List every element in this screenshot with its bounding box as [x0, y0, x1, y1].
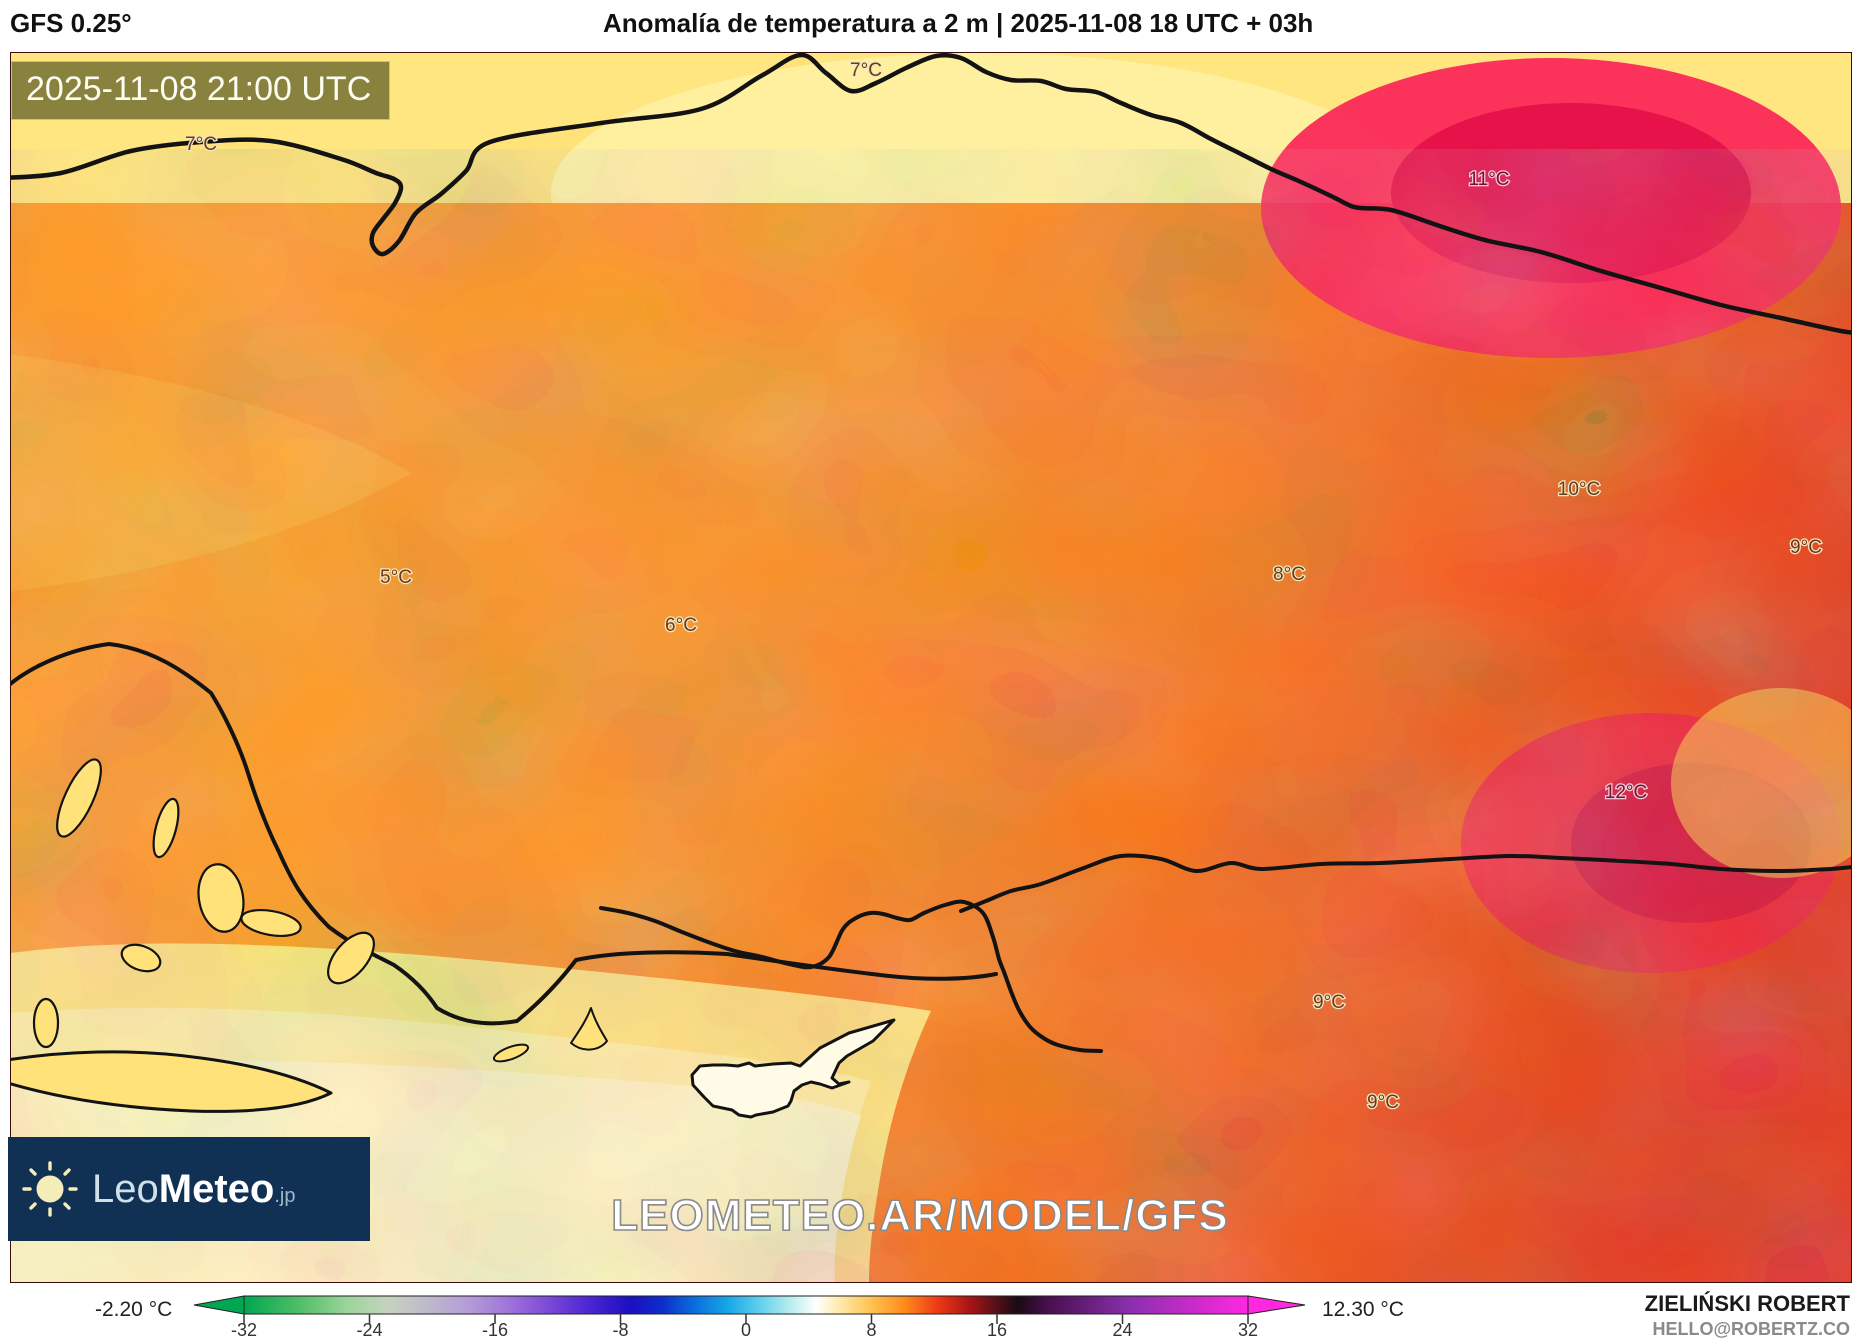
svg-text:12°C: 12°C	[1605, 782, 1647, 803]
svg-text:7°C: 7°C	[850, 60, 882, 81]
svg-text:11°C: 11°C	[1468, 169, 1509, 190]
svg-text:7°C: 7°C	[185, 134, 217, 155]
svg-text:6°C: 6°C	[665, 615, 697, 636]
svg-text:9°C: 9°C	[1313, 992, 1345, 1013]
svg-text:9°C: 9°C	[1367, 1092, 1399, 1113]
svg-text:5°C: 5°C	[380, 567, 412, 588]
svg-text:9°C: 9°C	[1790, 537, 1822, 558]
svg-text:8°C: 8°C	[1273, 564, 1305, 585]
svg-text:10°C: 10°C	[1558, 479, 1600, 500]
